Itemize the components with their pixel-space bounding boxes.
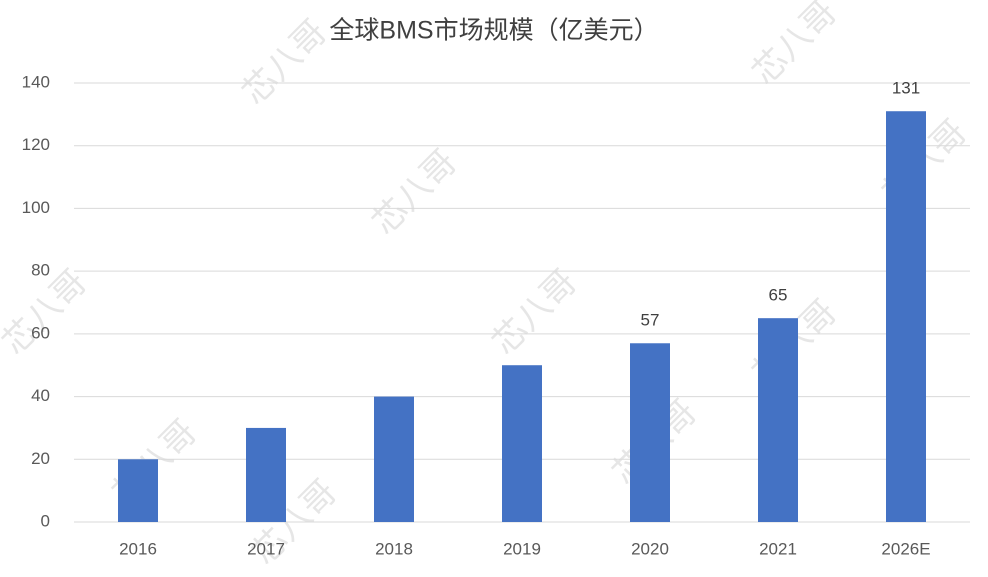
x-tick-label: 2026E (881, 539, 930, 558)
bar (630, 343, 670, 522)
y-tick-label: 100 (22, 198, 50, 217)
bar (758, 318, 798, 522)
y-tick-label: 80 (31, 261, 50, 280)
watermark: 芯八哥 (485, 263, 584, 362)
value-label: 65 (769, 286, 788, 305)
x-tick-label: 2017 (247, 539, 285, 558)
y-tick-label: 40 (31, 386, 50, 405)
watermark: 芯八哥 (365, 143, 464, 242)
y-tick-label: 60 (31, 323, 50, 342)
bar (502, 365, 542, 522)
value-label: 57 (641, 311, 660, 330)
x-tick-label: 2018 (375, 539, 413, 558)
bar (886, 111, 926, 522)
chart-title: 全球BMS市场规模（亿美元） (329, 17, 658, 45)
watermark: 芯八哥 (235, 13, 334, 112)
y-tick-label: 140 (22, 72, 50, 91)
x-tick-label: 2021 (759, 539, 797, 558)
value-label: 131 (892, 79, 920, 98)
x-tick-label: 2016 (119, 539, 157, 558)
bar (374, 396, 414, 522)
bars: 2016 2017 2018 2019 2020 57 2021 65 2026E 131 (118, 79, 931, 558)
bar (246, 427, 286, 522)
watermark: 芯八哥 (745, 0, 844, 92)
y-tick-label: 0 (41, 511, 50, 530)
x-tick-label: 2019 (503, 539, 541, 558)
y-tick-label: 120 (22, 135, 50, 154)
y-tick-label: 20 (31, 449, 50, 468)
x-tick-label: 2020 (631, 539, 669, 558)
bar (118, 459, 158, 522)
